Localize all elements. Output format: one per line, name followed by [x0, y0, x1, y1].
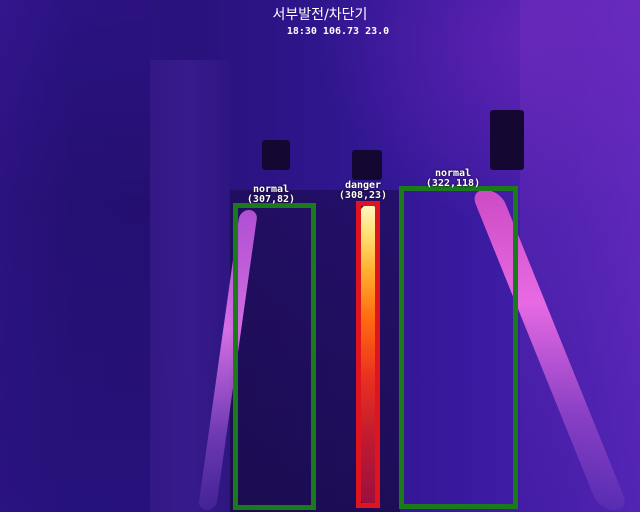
detection-box-danger[interactable] [356, 201, 380, 508]
detection-coords: (322,118) [425, 178, 481, 189]
detection-status: danger [344, 180, 382, 191]
detection-label: normal (307,82) [226, 185, 316, 205]
detection-status: normal [434, 168, 472, 179]
background-pillar [150, 60, 230, 512]
detection-coords: (308,23) [338, 190, 388, 201]
detection-box-normal-left[interactable] [233, 203, 316, 510]
detection-coords: (307,82) [246, 194, 296, 205]
camera-title: 서부발전/차단기 [272, 7, 368, 23]
detection-status: normal [252, 184, 290, 195]
detection-label: danger (308,23) [318, 181, 408, 201]
background-wall-right [520, 0, 640, 512]
telemetry-readout: 18:30 106.73 23.0 [286, 26, 390, 37]
terminal-cap-center [352, 150, 382, 180]
terminal-cap-left [262, 140, 290, 170]
background-wall [0, 0, 150, 512]
terminal-cap-right [490, 110, 524, 170]
detection-box-normal-right[interactable] [399, 186, 518, 509]
detection-label: normal (322,118) [408, 169, 498, 189]
